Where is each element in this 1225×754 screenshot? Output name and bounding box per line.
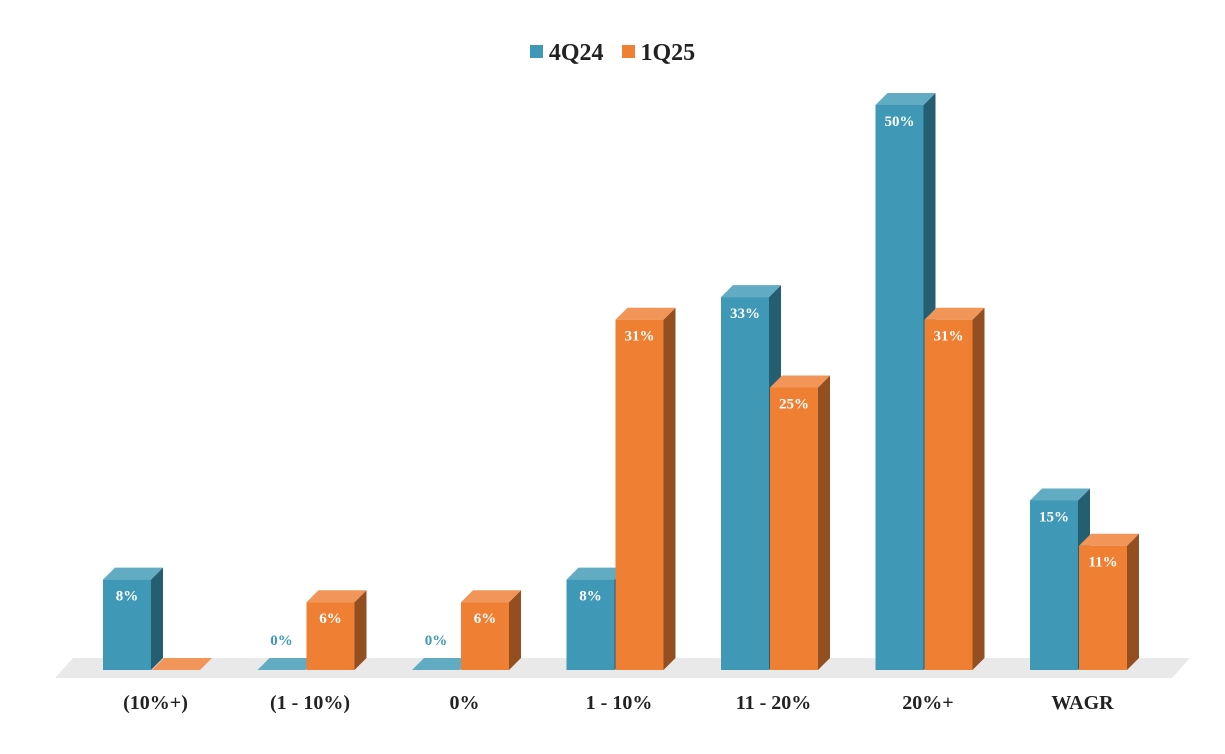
bar-side-series-1-1	[151, 567, 163, 670]
legend-label-series-2: 1Q25	[640, 40, 696, 66]
legend-label-series-1: 4Q24	[548, 40, 604, 66]
x-tick-label-6: 20%+	[902, 692, 953, 714]
data-label-series-2-6: 31%	[934, 329, 964, 345]
data-label-series-1-1: 8%	[116, 589, 139, 605]
bar-top-series-2-3	[461, 590, 521, 603]
data-label-series-1-5: 33%	[730, 306, 760, 322]
data-label-series-1-6: 50%	[885, 114, 915, 130]
data-label-series-2-5: 25%	[779, 397, 809, 413]
bar-series-2-4	[615, 319, 664, 670]
data-label-series-1-7: 15%	[1039, 510, 1069, 526]
bar-top-series-2-7	[1079, 533, 1139, 546]
bar-series-1-1	[103, 579, 151, 670]
legend-item-series-1: 4Q24	[529, 40, 604, 67]
bar-top-series-1-1	[103, 567, 163, 580]
bar-top-series-1-4	[566, 567, 627, 580]
bar-series-1-6	[875, 105, 924, 670]
bar-side-series-2-5	[818, 375, 830, 670]
bar-top-series-2-4	[615, 307, 676, 320]
bar-top-series-2-2	[306, 590, 367, 603]
bar-series-1-5	[721, 297, 769, 670]
bar-top-series-2-5	[770, 375, 830, 388]
bar-top-series-1-5	[721, 285, 781, 298]
legend-swatch-series-1	[529, 45, 543, 58]
data-label-series-2-3: 6%	[474, 611, 497, 627]
bar-top-series-1-6	[875, 93, 936, 105]
x-tick-label-5: 11 - 20%	[736, 692, 812, 714]
x-tick-label-1: (10%+)	[123, 692, 188, 714]
bar-series-2-5	[770, 387, 818, 670]
bar-series-1-7	[1030, 500, 1078, 670]
bar-series-2-3	[461, 602, 509, 670]
data-label-series-2-2: 6%	[319, 611, 342, 627]
bar-side-series-2-7	[1127, 533, 1139, 670]
bar-top-series-2-1	[152, 658, 212, 670]
bar-side-series-2-4	[663, 307, 676, 670]
bar-series-2-2	[306, 602, 355, 670]
data-label-series-1-2: 0%	[270, 633, 293, 649]
bar-top-series-1-7	[1030, 488, 1090, 501]
x-tick-label-7: WAGR	[1051, 692, 1114, 714]
bar-top-series-1-2	[257, 658, 318, 670]
bar-series-2-6	[924, 319, 973, 670]
bar-side-series-2-2	[354, 590, 367, 670]
x-tick-label-4: 1 - 10%	[586, 692, 653, 714]
chart-legend: 4Q24 1Q25	[0, 40, 1225, 67]
bar-top-series-1-3	[412, 658, 472, 670]
bar-side-series-2-6	[972, 307, 985, 670]
legend-item-series-2: 1Q25	[621, 40, 696, 67]
x-tick-label-3: 0%	[450, 692, 480, 714]
data-label-series-1-3: 0%	[425, 633, 448, 649]
bar-series-1-4	[566, 579, 615, 670]
x-tick-label-2: (1 - 10%)	[270, 692, 350, 714]
bar-side-series-2-3	[509, 590, 521, 670]
bar-top-series-2-6	[924, 307, 985, 320]
data-label-series-1-4: 8%	[579, 589, 602, 605]
bar-series-2-7	[1079, 545, 1127, 670]
legend-swatch-series-2	[621, 45, 635, 58]
data-label-series-2-7: 11%	[1088, 555, 1117, 571]
data-label-series-2-4: 31%	[625, 329, 655, 345]
